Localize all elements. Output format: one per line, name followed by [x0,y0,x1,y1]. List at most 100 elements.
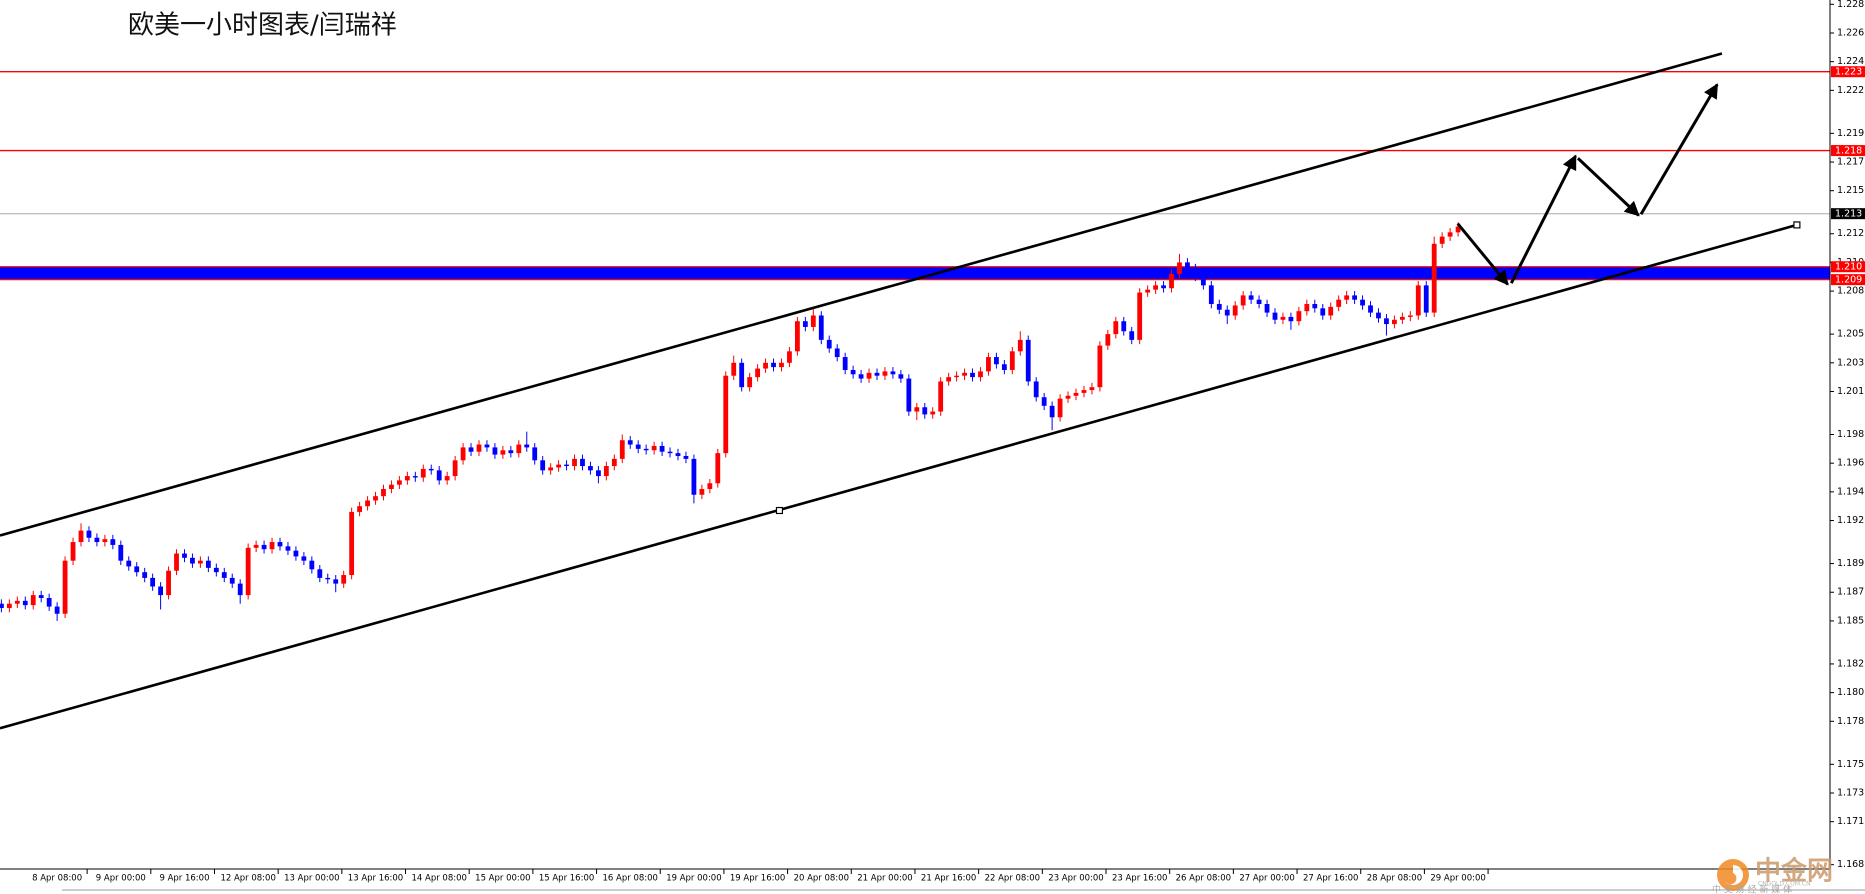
candle-body [826,339,832,349]
price-tag [1831,145,1865,157]
candle-body [166,570,171,596]
candle-body [1392,319,1397,325]
y-tick-label: 1.185 [1837,615,1864,626]
price-tag [1831,274,1865,286]
x-tick-label: 9 Apr 16:00 [159,874,209,884]
x-tick-label: 21 Apr 00:00 [857,874,912,884]
support-zone [0,266,1830,280]
candle-body [1177,262,1182,274]
candle-body [492,447,498,455]
candle-body [1161,285,1166,289]
candle-body [906,378,912,412]
candle-body [1057,398,1063,418]
candle-body [524,444,530,448]
candle-body [341,575,347,584]
price-tag-label: 1.218 [1835,146,1862,157]
x-tick-label: 26 Apr 08:00 [1176,874,1231,884]
candle-body [1344,295,1350,300]
candle-body [460,447,466,461]
candle-body [1248,295,1254,300]
candle-body [198,560,203,564]
candle-body [810,315,816,327]
candle-body [1280,316,1286,320]
candle-body [635,444,641,449]
candle-layer [0,222,1461,621]
watermark: 中金网 CNGOLD.COM.CN 中 文 财 经 新 媒 体 [1712,856,1833,894]
candle-body [1407,315,1413,317]
candle-body [1368,305,1373,313]
candle-body [667,451,673,454]
candle-body [1264,304,1270,313]
candle-body [1256,299,1262,305]
candle-body [436,470,442,481]
candle-body [277,542,283,547]
candle-body [1399,316,1405,320]
candle-body [1455,226,1461,233]
candle-body [1121,321,1127,332]
candle-body [882,371,888,376]
candle-body [1185,262,1190,269]
x-tick-label: 28 Apr 08:00 [1367,874,1422,884]
candle-body [938,381,944,412]
candle-body [1352,295,1357,300]
zone-layer [0,70,1830,281]
candle-body [962,372,967,376]
candle-body [261,544,267,550]
y-tick-label: 1.224 [1837,56,1864,67]
candle-body [1439,236,1445,244]
candle-body [795,321,800,352]
y-tick-label: 1.196 [1837,458,1864,469]
candle-body [293,550,299,557]
candle-body [1049,405,1055,418]
anchor-point [775,506,784,515]
candle-body [930,411,936,415]
y-tick-label: 1.189 [1837,558,1864,569]
candle-body [1423,285,1429,313]
candle-body [850,369,856,375]
candle-body [970,372,975,378]
candle-body [1415,285,1421,316]
candle-body [94,537,100,543]
candle-body [205,560,211,568]
candle-body [444,476,450,481]
x-tick-label: 12 Apr 08:00 [220,874,275,884]
candle-body [572,458,577,467]
axis-panel [1830,0,1865,869]
x-tick-label: 19 Apr 16:00 [730,874,785,884]
candle-body [858,374,864,379]
candle-body [357,506,362,512]
y-tick-label: 1.168 [1837,859,1864,870]
x-tick-label: 22 Apr 08:00 [985,874,1040,884]
candle-body [603,466,609,477]
candle-body [1017,339,1023,352]
candle-body [420,468,426,478]
candle-body [596,470,601,477]
candle-body [1089,387,1095,391]
candle-body [874,372,880,376]
y-tick-label: 1.219 [1837,128,1864,139]
chart-title: 欧美一小时图表/闫瑞祥 [128,11,397,41]
candle-body [532,447,538,461]
candle-body [54,606,60,614]
candle-body [994,357,999,365]
candle-body [0,603,4,609]
candle-body [779,362,784,368]
x-tick-label: 16 Apr 08:00 [603,874,658,884]
candle-body [691,458,697,495]
candle-body [1296,311,1302,322]
candle-body [651,445,657,451]
candle-body [500,450,506,455]
y-tick-label: 1.203 [1837,357,1864,368]
candle-body [731,362,737,376]
candle-body [898,374,904,379]
candle-body [1129,331,1135,340]
candle-body [1033,381,1039,398]
price-tag-label: 1.210 [1835,262,1862,273]
candle-body [1336,299,1342,307]
candle-body [699,488,705,495]
candle-body [14,600,20,604]
candle-body [1240,295,1246,306]
candle-body [1153,285,1158,290]
candle-body [739,362,745,388]
